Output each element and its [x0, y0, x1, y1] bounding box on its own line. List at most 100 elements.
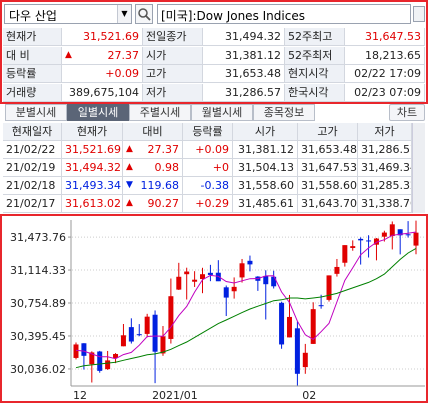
table-cell: 31,469.34 [358, 159, 412, 177]
info-label: 한국시각 [285, 83, 345, 102]
moving-average [75, 231, 417, 360]
table-cell: 21/02/19 [3, 159, 62, 177]
table-cell: 31,493.34 [62, 177, 123, 195]
dropdown-arrow[interactable]: ▼ [117, 5, 131, 23]
search-button[interactable] [135, 4, 153, 24]
info-value: +0.09 [62, 65, 143, 83]
chart-button[interactable]: 차트 [389, 104, 425, 121]
link-icon[interactable] [413, 6, 425, 22]
column-header: 저가 [358, 123, 412, 141]
candle-body [223, 287, 229, 298]
table-cell: 31,653.48 [298, 141, 358, 159]
tab[interactable]: 월별시세 [191, 104, 253, 121]
moving-average [75, 247, 417, 369]
candle-body [89, 352, 95, 365]
table-cell: 31,381.12 [233, 141, 298, 159]
chart: 31,473.76 31,114.33 30,754.89 30,395.45 30,0… [0, 214, 428, 403]
column-header: 현재일자 [3, 123, 62, 141]
change-arrow: ▲ [126, 162, 133, 172]
info-value: 18,213.65 [345, 46, 425, 65]
scrollbar[interactable] [412, 123, 425, 213]
candle-body [302, 352, 308, 368]
table-cell: +0.09 [183, 141, 233, 159]
table-cell: 31,504.13 [233, 159, 298, 177]
table-cell: +0 [183, 159, 233, 177]
change-arrow: ▲ [65, 49, 72, 60]
tab[interactable]: 종목정보 [253, 104, 315, 121]
info-value: 31,494.32 [203, 28, 285, 46]
candle-body [286, 316, 292, 338]
table-cell: ▲ 27.37 [123, 141, 183, 159]
y-tick-label: 30,036.02 [10, 363, 66, 376]
info-value: 389,675,104 [62, 83, 143, 102]
candle-body [184, 271, 190, 275]
info-label: 등락률 [3, 65, 62, 83]
info-label: 52주최고 [285, 28, 345, 46]
column-header: 현재가 [62, 123, 123, 141]
candle-body [373, 238, 379, 245]
info-value: 31,647.53 [345, 28, 425, 46]
info-label: 저가 [143, 83, 203, 102]
candle-body [294, 328, 300, 374]
candle-body [136, 334, 142, 336]
table-cell: +0.29 [183, 195, 233, 213]
info-value: 02/23 07:09 [345, 83, 425, 102]
info-label: 시가 [143, 46, 203, 65]
info-label: 고가 [143, 65, 203, 83]
info-label: 대 비 [3, 46, 62, 65]
info-label: 전일종가 [143, 28, 203, 46]
candle-body [405, 234, 411, 236]
candle-body [350, 246, 356, 248]
candle-body [389, 224, 395, 237]
candle-body [247, 260, 253, 265]
candle-body [334, 266, 340, 274]
table-cell: ▲ 0.98 [123, 159, 183, 177]
table-cell: 21/02/18 [3, 177, 62, 195]
candle-body [160, 336, 166, 354]
x-tick-label: 12 [73, 389, 87, 402]
candle-body [239, 263, 245, 278]
y-tick-label: 31,114.33 [10, 264, 66, 277]
candle-body [128, 327, 134, 342]
tab[interactable]: 일별시세 [67, 104, 129, 121]
x-tick-label: 2021/01 [152, 389, 198, 402]
column-header: 시가 [233, 123, 298, 141]
table-cell: 21/02/22 [3, 141, 62, 159]
candle-body [200, 274, 206, 280]
table-cell: 31,647.53 [298, 159, 358, 177]
candle-body [152, 314, 158, 352]
column-header: 대비 [123, 123, 183, 141]
table-cell: 31,558.60 [233, 177, 298, 195]
table-cell: 31,643.70 [298, 195, 358, 213]
market-box: [미국]:Dow Jones Indices [157, 4, 411, 24]
candle-body [144, 316, 150, 334]
info-label: 현지시각 [285, 65, 345, 83]
table-cell: 31,285.32 [358, 177, 412, 195]
info-value: 31,521.69 [62, 28, 143, 46]
candle-body [113, 353, 119, 359]
y-tick-label: 30,395.45 [10, 330, 66, 343]
candle-body [81, 343, 87, 356]
chart-frame [0, 214, 428, 403]
candle-body [168, 296, 174, 339]
candle-body [271, 276, 277, 287]
tab[interactable]: 주별시세 [129, 104, 191, 121]
name-input[interactable]: 다우 산업 ▼ [4, 4, 132, 24]
tab[interactable]: 분별시세 [5, 104, 67, 121]
table-cell: ▲ 90.27 [123, 195, 183, 213]
info-value: 31,653.48 [203, 65, 285, 83]
change-arrow: ▲ [126, 144, 133, 154]
table-cell: 31,558.60 [298, 177, 358, 195]
candle-body [381, 232, 387, 237]
info-label: 52주최저 [285, 46, 345, 65]
candle-body [215, 272, 221, 282]
market-text: [미국]:Dow Jones Indices [161, 9, 305, 23]
table-cell: 31,338.76 [358, 195, 412, 213]
table-cell: 31,485.61 [233, 195, 298, 213]
candle-body [342, 245, 348, 263]
candle-body [358, 238, 364, 241]
info-value: ▲ 27.37 [62, 46, 143, 65]
candle-body [263, 275, 269, 285]
column-header: 고가 [298, 123, 358, 141]
